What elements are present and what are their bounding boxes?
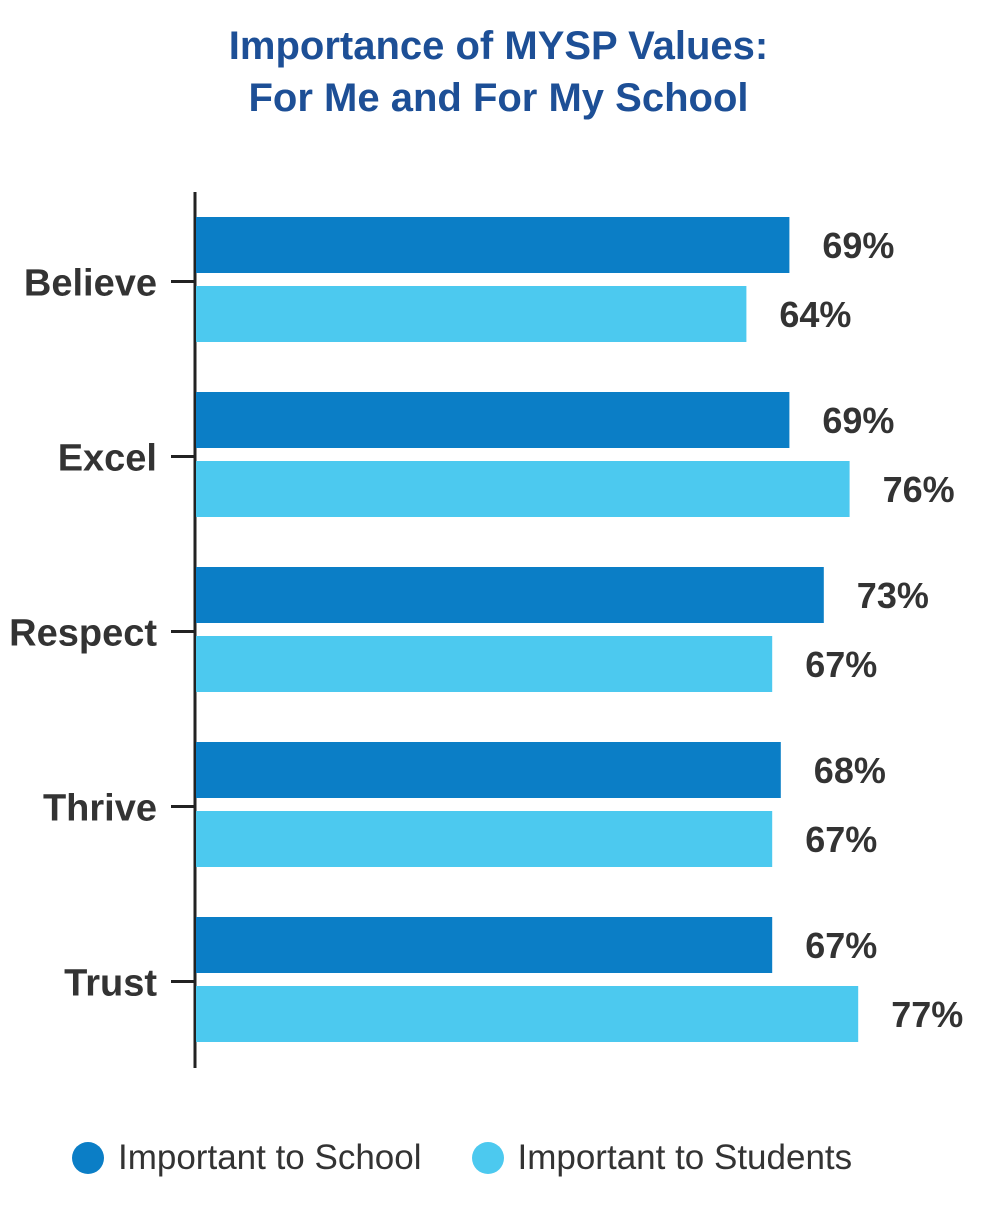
legend-label-students: Important to Students	[517, 1138, 853, 1177]
bar-students	[196, 461, 850, 517]
category-label: Respect	[9, 613, 157, 655]
data-label: 77%	[891, 994, 963, 1035]
bar-students	[196, 986, 859, 1042]
bar-students	[196, 811, 773, 867]
legend-swatch-school	[72, 1142, 104, 1174]
category-label: Thrive	[43, 788, 157, 830]
data-label: 76%	[883, 469, 955, 510]
bar-school	[196, 742, 781, 798]
data-label: 67%	[805, 819, 877, 860]
bar-school	[196, 567, 824, 623]
category-label: Believe	[24, 263, 157, 305]
data-label: 73%	[857, 575, 929, 616]
legend-swatch-students	[471, 1142, 504, 1174]
legend-item-school: Important to School	[72, 1138, 422, 1178]
bar-school	[196, 217, 790, 273]
bar-students	[196, 286, 747, 342]
bar-students	[196, 636, 773, 692]
chart-title-line1: Importance of MYSP Values:	[228, 24, 769, 68]
bar-school	[196, 917, 773, 973]
legend: Important to School Important to Student…	[72, 1138, 902, 1178]
data-label: 64%	[779, 294, 851, 335]
data-label: 67%	[805, 925, 877, 966]
data-label: 69%	[822, 225, 894, 266]
bar-school	[196, 392, 790, 448]
legend-item-students: Important to Students	[471, 1138, 853, 1178]
category-label: Excel	[58, 438, 157, 480]
chart-title-line2: For Me and For My School	[248, 76, 749, 120]
category-label: Trust	[64, 963, 157, 1005]
data-label: 68%	[814, 750, 886, 791]
legend-label-school: Important to School	[118, 1138, 422, 1177]
data-label: 69%	[822, 400, 894, 441]
data-label: 67%	[805, 644, 877, 685]
chart-title: Importance of MYSP Values: For Me and Fo…	[0, 20, 997, 124]
